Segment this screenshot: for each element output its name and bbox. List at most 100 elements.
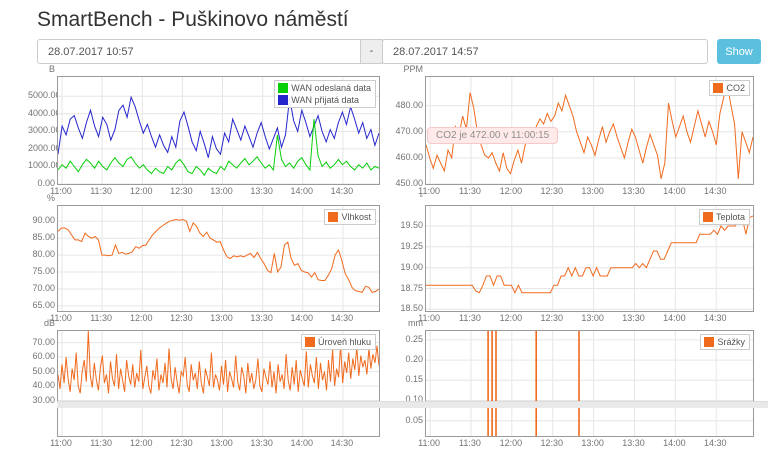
axis-unit-label: % <box>46 193 55 203</box>
x-axis-tick-label: 14:30 <box>703 186 727 196</box>
co2-plot-area[interactable]: CO2 CO2 je 472.00 v 11:00:15 <box>425 76 754 185</box>
y-axis-tick-label: 18.75 <box>400 282 423 293</box>
x-axis-tick-label: 14:00 <box>663 186 686 196</box>
legend-swatch-icon <box>304 337 315 347</box>
y-axis: 0.00 1000.00 2000.00 3000.00 4000.00 5000.00 <box>28 76 61 188</box>
y-axis-tick-label: 90.00 <box>32 215 55 226</box>
x-axis-tick-label: 12:30 <box>170 438 193 448</box>
y-axis-tick-label: 480.00 <box>395 99 423 110</box>
x-axis-tick-label: 13:30 <box>622 186 645 196</box>
x-axis-tick-label: 13:30 <box>250 186 273 196</box>
x-axis-tick-label: 11:00 <box>418 438 440 448</box>
x-axis-tick-label: 13:00 <box>210 313 233 323</box>
x-axis-tick-label: 12:00 <box>129 438 153 448</box>
legend-label: Teplota <box>715 212 745 222</box>
y-axis-tick-label: 0.25 <box>405 333 423 344</box>
legend-item: Srážky <box>704 336 745 348</box>
axis-unit-label: dB <box>43 318 55 328</box>
chart-canvas <box>58 206 379 311</box>
y-axis-tick-label: 50.00 <box>32 365 55 376</box>
legend-item: WAN odeslaná data <box>278 82 371 94</box>
hluk-plot-area[interactable]: Úroveň hluku <box>57 330 380 437</box>
legend-swatch-icon <box>278 83 289 93</box>
wan-data-plot-area[interactable]: WAN odeslaná data WAN přijatá data <box>57 76 380 185</box>
legend-label: Srážky <box>717 337 745 347</box>
x-axis-tick-label: 14:00 <box>663 313 686 323</box>
legend-swatch-icon <box>278 95 289 105</box>
y-axis: 0.05 0.10 0.15 0.20 0.25 <box>393 330 423 435</box>
show-button[interactable]: Show <box>717 39 761 64</box>
y-axis-tick-label: 19.25 <box>400 240 423 251</box>
end-datetime-input[interactable] <box>382 39 708 64</box>
x-axis-tick-label: 13:30 <box>622 438 645 448</box>
x-axis-tick-label: 14:00 <box>290 313 314 323</box>
y-axis: 65.00 70.00 75.00 80.00 85.00 90.00 <box>28 205 55 310</box>
x-axis-tick-label: 13:30 <box>622 313 645 323</box>
x-axis-tick-label: 14:30 <box>703 438 727 448</box>
legend-item: Vlhkost <box>328 211 371 223</box>
x-axis-tick-label: 11:30 <box>459 438 481 448</box>
start-datetime-input[interactable] <box>37 39 361 64</box>
x-axis-tick-label: 12:00 <box>499 186 523 196</box>
x-axis-tick-label: 14:00 <box>663 438 686 448</box>
legend-label: WAN odeslaná data <box>291 83 371 93</box>
chart-tooltip: CO2 je 472.00 v 11:00:15 <box>427 127 559 144</box>
x-axis-tick-label: 13:00 <box>581 186 604 196</box>
y-axis-tick-label: 1000.00 <box>28 160 61 171</box>
legend-label: WAN přijatá data <box>291 95 359 105</box>
y-axis-tick-label: 0.15 <box>405 374 423 385</box>
x-axis-tick-label: 11:00 <box>418 186 440 196</box>
y-axis-tick-label: 0.05 <box>405 414 423 425</box>
x-axis-tick-label: 12:30 <box>540 313 563 323</box>
chart-hluk: dB 30.00 40.00 50.00 60.00 70.00 Úroveň hluk… <box>28 318 380 451</box>
y-axis-tick-label: 470.00 <box>395 125 423 136</box>
legend-swatch-icon <box>713 83 724 93</box>
legend-swatch-icon <box>328 212 339 222</box>
y-axis-tick-label: 0.00 <box>37 178 55 188</box>
x-axis-tick-label: 14:30 <box>330 438 354 448</box>
chart-legend: Srážky <box>700 334 750 350</box>
chart-vlhkost: % 65.00 70.00 75.00 80.00 85.00 90.00 Vlhkost… <box>28 193 380 326</box>
x-axis-tick-label: 11:30 <box>90 313 113 323</box>
x-axis-tick-label: 12:00 <box>499 438 523 448</box>
vlhkost-plot-area[interactable]: Vlhkost <box>57 205 380 312</box>
x-axis-tick-label: 13:30 <box>250 438 273 448</box>
axis-unit-label: B <box>48 64 55 74</box>
y-axis-tick-label: 75.00 <box>32 266 55 277</box>
horizontal-scrollbar[interactable] <box>57 401 768 408</box>
chart-srazky: mm 0.05 0.10 0.15 0.20 0.25 Srážky 11:00 11:3… <box>393 318 754 451</box>
srazky-plot-area[interactable]: Srážky <box>425 330 754 437</box>
y-axis: 18.50 18.75 19.00 19.25 19.50 <box>393 205 423 314</box>
x-axis-tick-label: 11:00 <box>418 313 440 323</box>
legend-swatch-icon <box>702 212 713 222</box>
page-title: SmartBench - Puškinovo náměstí <box>37 8 349 31</box>
y-axis-tick-label: 70.00 <box>32 336 55 347</box>
chart-legend: Vlhkost <box>324 209 376 225</box>
x-axis-tick-label: 13:00 <box>581 313 604 323</box>
chart-teplota: ° 18.50 18.75 19.00 19.25 19.50 Teplota 11:0… <box>393 193 754 326</box>
y-axis-tick-label: 40.00 <box>32 380 55 391</box>
y-axis-tick-label: 85.00 <box>32 232 55 243</box>
x-axis-tick-label: 11:00 <box>50 438 72 448</box>
x-axis-tick-label: 13:00 <box>581 438 604 448</box>
chart-co2: PPM 450.00 460.00 470.00 480.00 CO2 CO2 je … <box>393 64 754 199</box>
axis-unit-label: PPM <box>403 64 423 74</box>
x-axis-tick-label: 11:30 <box>90 438 113 448</box>
y-axis: 450.00 460.00 470.00 480.00 <box>393 76 423 188</box>
x-axis-tick-label: 13:00 <box>210 186 233 196</box>
teplota-plot-area[interactable]: Teplota <box>425 205 754 312</box>
x-axis-tick-label: 11:30 <box>459 313 481 323</box>
x-axis-tick-label: 14:30 <box>703 313 727 323</box>
legend-item: CO2 <box>713 82 745 94</box>
legend-label: CO2 <box>726 83 745 93</box>
x-axis-tick-label: 14:30 <box>330 186 354 196</box>
x-axis-tick-label: 14:00 <box>290 186 314 196</box>
x-axis-tick-label: 11:30 <box>459 186 481 196</box>
legend-label: Úroveň hluku <box>317 337 371 347</box>
y-axis-tick-label: 18.50 <box>400 303 423 314</box>
y-axis-tick-label: 70.00 <box>32 282 55 293</box>
x-axis-tick-label: 12:30 <box>540 438 563 448</box>
x-axis-tick-label: 14:00 <box>290 438 314 448</box>
y-axis-tick-label: 0.20 <box>405 354 423 365</box>
x-axis-tick-label: 14:30 <box>330 313 354 323</box>
